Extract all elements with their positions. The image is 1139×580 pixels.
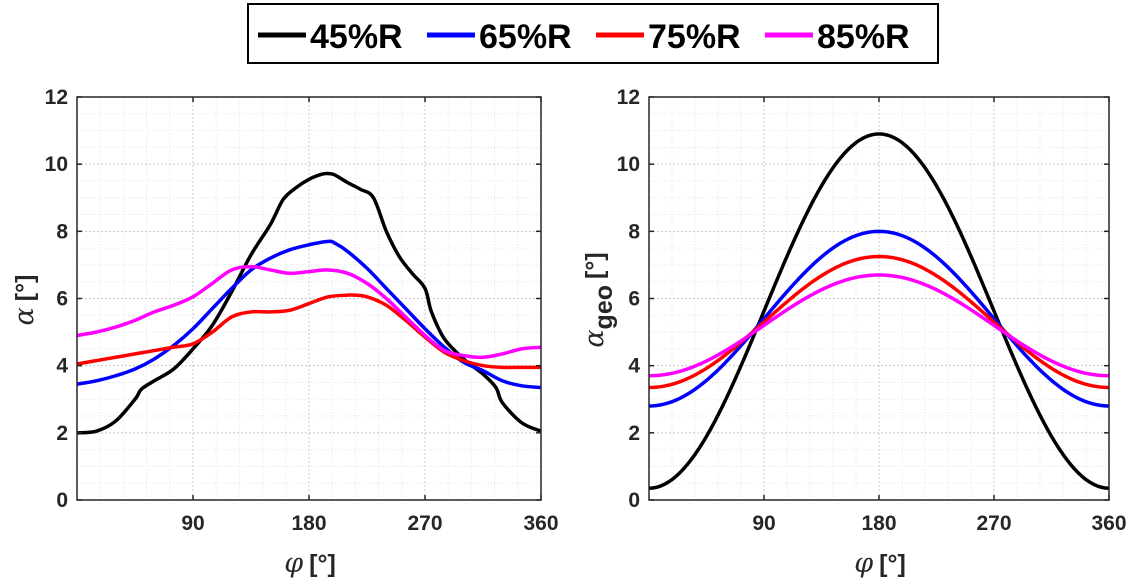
right-plot-xlabel: φ [°] [854,548,906,579]
right-ytick-label: 10 [617,153,640,176]
left-ytick-label: 12 [45,86,68,109]
right-ylabel-unit: [°] [581,252,609,279]
left-ytick-label: 8 [56,220,68,243]
right-xtick-label: 360 [1091,512,1126,535]
right-xtick-label: 180 [861,512,896,535]
right-series-45pctr [648,132,1110,490]
left-xtick-label: 360 [523,512,558,535]
legend-entry-2: 65%R [427,18,572,56]
legend-label-3: 75%R [648,18,741,56]
legend-label-2: 65%R [479,18,572,56]
left-xlabel-unit: [°] [309,550,336,578]
legend: 45%R 65%R 75%R 85%R [247,3,939,64]
right-series-75pctr [648,254,1110,390]
right-series-65pctr [648,229,1110,408]
right-ytick-label: 8 [628,220,640,243]
left-xtick-label: 270 [407,512,442,535]
right-series-85pctr [648,273,1110,378]
left-plot-xlabel: φ [°] [284,548,336,579]
right-plot-ylabel: αgeo [°] [579,252,618,347]
left-plot-ylabel: α [°] [9,275,40,326]
right-ytick-label: 6 [628,288,640,311]
right-ytick-label: 2 [628,422,640,445]
right-plot-series [648,132,1110,490]
left-series-85pctr [76,264,542,360]
left-ytick-label: 4 [56,355,68,378]
left-xlabel-symbol: φ [284,548,303,579]
svg-text:φ[°]: φ [°] [854,548,906,579]
right-ytick-label: 0 [628,489,640,512]
left-ytick-label: 0 [56,489,68,512]
right-xtick-label: 270 [976,512,1011,535]
legend-entry-4: 85%R [765,18,910,56]
left-ytick-label: 10 [45,153,68,176]
right-xlabel-unit: [°] [879,550,906,578]
svg-text:α[°]: α [°] [9,275,40,326]
left-ylabel-unit: [°] [11,275,39,302]
left-ylabel-symbol: α [9,307,40,325]
legend-label-1: 45%R [310,18,403,56]
left-xtick-label: 180 [291,512,326,535]
right-xtick-label: 90 [752,512,775,535]
right-plot-ticks: 90 180 270 360 0 2 4 6 8 10 12 [617,86,1127,535]
left-ytick-label: 2 [56,422,68,445]
svg-text:αgeo[°]: αgeo [°] [579,252,618,347]
left-series-75pctr [76,293,541,370]
left-plot-grid [77,97,541,500]
legend-box [247,3,939,64]
left-plot-series [76,171,542,435]
legend-entry-3: 75%R [596,18,741,56]
right-ylabel-subscript: geo [590,285,618,329]
left-xtick-label: 90 [181,512,204,535]
right-ylabel-symbol: α [579,329,610,347]
right-ytick-label: 12 [617,86,640,109]
svg-text:φ[°]: φ [°] [284,548,336,579]
right-ytick-label: 4 [628,355,640,378]
legend-entry-1: 45%R [258,18,403,56]
legend-label-4: 85%R [817,18,910,56]
left-ytick-label: 6 [56,288,68,311]
right-plot-grid [649,97,1109,500]
left-plot-ticks: 90 180 270 360 0 2 4 6 8 10 12 [45,86,559,535]
right-xlabel-symbol: φ [854,548,873,579]
